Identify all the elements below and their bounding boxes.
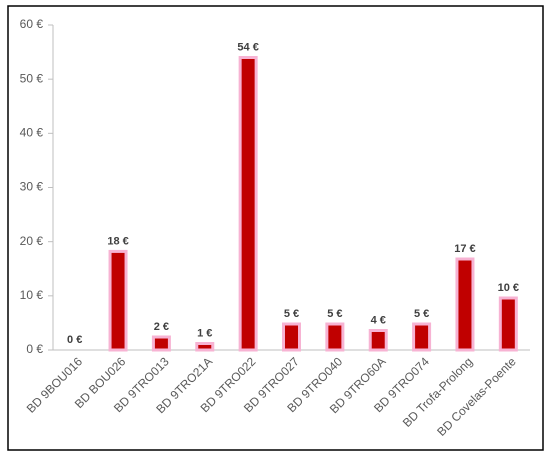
value-label: 5 € [284, 308, 299, 320]
value-label: 5 € [327, 308, 342, 320]
value-label: 4 € [371, 314, 386, 326]
y-tick-label: 20 € [20, 234, 44, 248]
value-label: 18 € [107, 235, 128, 247]
value-label: 17 € [454, 243, 475, 255]
bar [151, 335, 171, 352]
value-label: 1 € [197, 327, 212, 339]
y-tick-label: 10 € [20, 288, 44, 302]
bar [108, 249, 128, 352]
bar [325, 322, 345, 352]
y-tick-label: 0 € [26, 342, 43, 356]
bar [282, 322, 301, 352]
value-label: 5 € [414, 308, 429, 320]
y-tick-label: 40 € [20, 126, 44, 140]
bar [498, 296, 518, 352]
bar [455, 257, 475, 352]
bar [195, 342, 215, 352]
y-tick-label: 50 € [20, 71, 44, 85]
bar [238, 56, 258, 352]
bar [368, 329, 388, 352]
value-label: 10 € [498, 282, 519, 294]
y-tick-label: 60 € [20, 17, 44, 31]
x-tick-label: BD Covelas-Poente [434, 354, 519, 439]
value-label: 0 € [67, 334, 82, 346]
value-label: 2 € [154, 321, 169, 333]
chart-frame [7, 5, 544, 451]
value-label: 54 € [237, 41, 258, 53]
bar [412, 322, 432, 352]
y-tick-label: 30 € [20, 180, 44, 194]
